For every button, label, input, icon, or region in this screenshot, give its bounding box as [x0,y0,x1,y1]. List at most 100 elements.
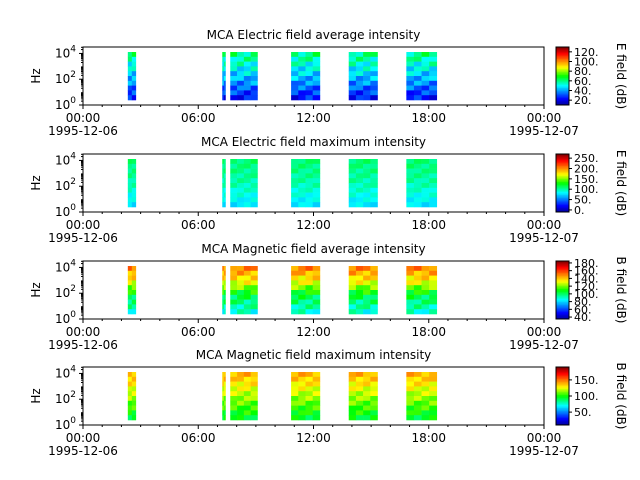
data-cell [413,386,422,392]
colorbar-segment [556,70,569,73]
data-cell [370,197,378,203]
data-cell [127,202,133,208]
colorbar-tick-label: 120. [574,280,599,293]
data-cell [429,415,438,421]
data-cell [305,183,313,189]
data-cell [413,285,422,291]
data-cell [250,202,258,208]
colorbar-frame [555,260,570,320]
colorbar-segment [556,393,569,395]
data-cell [406,168,415,174]
data-cell [131,415,137,421]
data-cell [406,76,415,82]
colorbar-tick-label: 40. [574,85,592,98]
colorbar-segment [556,367,569,369]
data-cell [363,163,371,169]
data-cell [250,52,258,58]
x-tick-label: 00:00 [66,111,101,125]
data-cell [305,415,313,421]
data-cell [237,285,245,291]
data-cell [237,275,245,281]
data-cell [421,187,430,193]
data-cell [243,192,251,198]
data-cell [222,85,225,91]
data-cell [127,168,133,174]
data-cell [348,163,357,169]
data-cell [429,183,438,189]
colorbar-segment [556,385,569,388]
y-tick-label: 104 [55,258,76,274]
colorbar-label: B field (dB) [614,257,628,324]
data-cell [413,168,422,174]
data-cell [421,61,430,67]
data-cell [413,270,422,276]
colorbar-segment [556,276,569,279]
data-cell [406,178,415,184]
data-cell [370,381,378,387]
data-cell [312,80,321,86]
data-cell [237,85,245,91]
colorbar-segment [556,285,569,288]
data-cell [291,159,299,165]
data-cell [250,85,258,91]
data-cell [429,266,438,272]
data-cell [237,294,245,300]
colorbar-segment [556,369,569,372]
data-cell [298,76,306,82]
colorbar-segment [556,387,569,390]
colorbar-segment [556,308,569,311]
colorbar-tick-label: 140. [574,272,599,285]
data-cell [370,202,378,208]
colorbar-segment [556,262,569,265]
data-cell [222,372,225,378]
data-cell [355,52,364,58]
panel-title: MCA Electric field maximum intensity [201,135,426,149]
data-cell [406,396,415,402]
data-cell [127,294,133,300]
data-cell [298,197,306,203]
colorbar-segment [556,84,569,87]
colorbar-segment [556,397,569,400]
data-cell [363,192,371,198]
data-cell [312,56,321,62]
data-cell [406,275,415,281]
data-cell [230,400,238,406]
data-cell [348,304,357,310]
data-cell [348,415,357,421]
colorbar-segment [556,154,569,156]
data-cell [243,275,251,281]
data-cell [363,386,371,392]
data-cell [243,187,251,193]
data-cell [127,192,133,198]
data-cell [127,173,133,179]
data-cell [298,66,306,72]
colorbar-segment [556,93,569,96]
colorbar-segment [556,52,569,55]
data-cell [355,56,364,62]
colorbar-segment [556,400,569,403]
data-cell [223,52,226,58]
data-cell [298,299,306,305]
data-cell [370,66,378,72]
colorbar-tick-label: 120. [574,46,599,59]
y-tick-label: 102 [55,70,76,86]
colorbar-segment [556,409,569,411]
x-tick-date-label: 1995-12-06 [48,338,118,352]
data-cell [348,391,357,397]
data-cell [348,76,357,82]
data-cell [127,309,133,315]
data-cell [230,275,238,281]
data-cell [230,405,238,411]
data-cell [370,76,378,82]
data-cell [413,197,422,203]
data-cell [348,285,357,291]
data-cell [250,80,258,86]
data-cell [131,266,137,272]
x-tick-label: 18:00 [411,111,446,125]
data-cell [222,95,225,101]
data-cell [291,178,299,184]
colorbar-segment [556,266,569,269]
data-cell [363,61,371,67]
data-cell [370,270,378,276]
data-cell [230,76,238,82]
